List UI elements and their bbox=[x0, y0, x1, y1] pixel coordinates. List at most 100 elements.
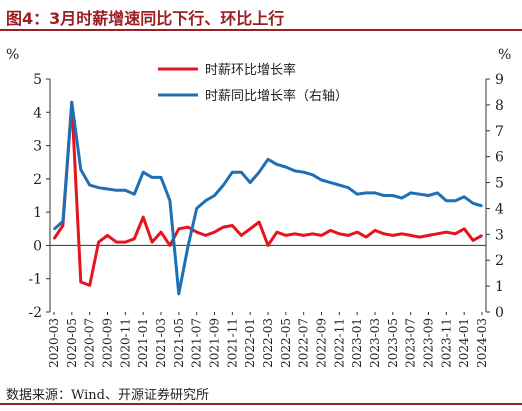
series-1-point bbox=[293, 232, 296, 235]
series-2-point bbox=[436, 192, 439, 194]
series-2-point bbox=[53, 228, 55, 230]
x-tick-label: 2023-05 bbox=[386, 318, 400, 368]
series-1-point bbox=[222, 226, 225, 228]
series-1-point bbox=[436, 232, 439, 235]
x-tick-label: 2024-01 bbox=[457, 318, 471, 368]
x-tick-label: 2020-09 bbox=[101, 318, 115, 368]
series-2-point bbox=[97, 186, 100, 189]
series-1-point bbox=[213, 231, 216, 233]
series-2-point bbox=[418, 193, 421, 196]
series-1-point bbox=[383, 232, 385, 235]
series-2-point bbox=[383, 194, 385, 197]
series-2-point bbox=[454, 199, 457, 202]
series-1-point bbox=[88, 284, 91, 287]
left-tick-label: -1 bbox=[28, 272, 42, 288]
series-1-point bbox=[79, 281, 82, 283]
bottom-rule bbox=[0, 403, 522, 405]
x-tick-label: 2021-07 bbox=[190, 318, 204, 368]
series-2-point bbox=[169, 199, 171, 202]
series-1-point bbox=[481, 234, 483, 237]
series-1-point bbox=[53, 237, 55, 240]
series-2-point bbox=[115, 189, 118, 192]
x-tick-label: 2023-01 bbox=[350, 318, 364, 368]
x-tick-label: 2020-03 bbox=[47, 318, 61, 368]
right-tick-label: 1 bbox=[495, 279, 504, 295]
series-2-point bbox=[293, 170, 296, 172]
series-1-point bbox=[169, 244, 171, 247]
title-bar: 图4：3月时薪增速同比下行、环比上行 bbox=[0, 0, 522, 31]
source-text: 数据来源：Wind、开源证券研究所 bbox=[6, 388, 209, 403]
series-2-point bbox=[347, 186, 350, 189]
x-tick-label: 2022-07 bbox=[297, 318, 311, 368]
series-1-point bbox=[231, 224, 234, 227]
series-2-point bbox=[445, 199, 448, 202]
series-1-point bbox=[249, 227, 251, 230]
series-1-point bbox=[445, 231, 448, 233]
x-tick-label: 2022-11 bbox=[332, 318, 346, 368]
x-tick-label: 2020-07 bbox=[83, 318, 97, 368]
series-1-point bbox=[151, 241, 153, 243]
series-2-point bbox=[285, 166, 287, 168]
series-2-point bbox=[160, 176, 162, 179]
series-1-point bbox=[454, 232, 457, 235]
left-tick-label: 5 bbox=[33, 72, 42, 88]
series-1-point bbox=[356, 231, 358, 233]
series-2-point bbox=[374, 192, 376, 194]
left-tick-label: 1 bbox=[33, 205, 42, 221]
series-2-point bbox=[481, 205, 483, 207]
series-1-point bbox=[106, 234, 109, 237]
left-tick-label: -2 bbox=[28, 305, 42, 321]
right-tick-label: 8 bbox=[495, 98, 504, 114]
series-1-point bbox=[427, 234, 430, 237]
x-tick-label: 2023-07 bbox=[404, 318, 418, 368]
x-tick-label: 2023-09 bbox=[422, 318, 436, 368]
x-tick-label: 2021-01 bbox=[136, 318, 150, 368]
series-2-point bbox=[267, 158, 269, 161]
x-tick-label: 2021-09 bbox=[208, 318, 222, 368]
series-2-point bbox=[276, 163, 278, 166]
x-tick-label: 2024-03 bbox=[475, 318, 489, 368]
series-2-point bbox=[365, 192, 367, 194]
x-tick-label: 2022-01 bbox=[243, 318, 257, 368]
series-1-point bbox=[365, 236, 367, 238]
x-tick-label: 2023-11 bbox=[439, 318, 453, 368]
series-2-point bbox=[329, 181, 332, 184]
x-tick-label: 2021-11 bbox=[225, 318, 239, 368]
series-1-point bbox=[62, 224, 64, 227]
right-tick-label: 9 bbox=[495, 72, 504, 88]
series-2-point bbox=[204, 199, 207, 202]
right-tick-label: 5 bbox=[495, 176, 504, 192]
series-1-point bbox=[418, 236, 421, 238]
x-tick-label: 2020-11 bbox=[118, 318, 132, 368]
series-1-point bbox=[160, 231, 162, 233]
x-tick-label: 2021-05 bbox=[172, 318, 186, 368]
x-tick-label: 2022-03 bbox=[261, 318, 275, 368]
x-tick-label: 2021-03 bbox=[154, 318, 168, 368]
right-tick-label: 0 bbox=[495, 305, 504, 321]
right-tick-label: 7 bbox=[495, 124, 504, 140]
series-2-point bbox=[240, 171, 243, 173]
series-1-point bbox=[329, 229, 332, 232]
legend-label-1: 时薪环比增长率 bbox=[205, 62, 296, 78]
series-1-point bbox=[276, 231, 278, 233]
series-2-point bbox=[213, 194, 216, 197]
series-2-point bbox=[400, 197, 403, 199]
left-tick-label: 4 bbox=[33, 105, 42, 121]
series-1-point bbox=[302, 234, 305, 237]
series-2-point bbox=[151, 176, 153, 179]
series-2-point bbox=[258, 171, 260, 173]
series-1-point bbox=[97, 241, 100, 243]
series-2-point bbox=[133, 193, 136, 196]
series-2-point bbox=[392, 194, 394, 197]
series-2-point bbox=[178, 293, 180, 295]
series-2-point bbox=[124, 189, 127, 192]
series-1-point bbox=[409, 234, 412, 237]
series-1-point bbox=[463, 227, 465, 230]
series-1-point bbox=[285, 234, 287, 237]
left-tick-label: 3 bbox=[33, 139, 42, 155]
series-2-point bbox=[311, 173, 314, 176]
series-1-point bbox=[115, 241, 118, 243]
series-2-point bbox=[71, 101, 73, 104]
series-2-point bbox=[249, 181, 251, 184]
